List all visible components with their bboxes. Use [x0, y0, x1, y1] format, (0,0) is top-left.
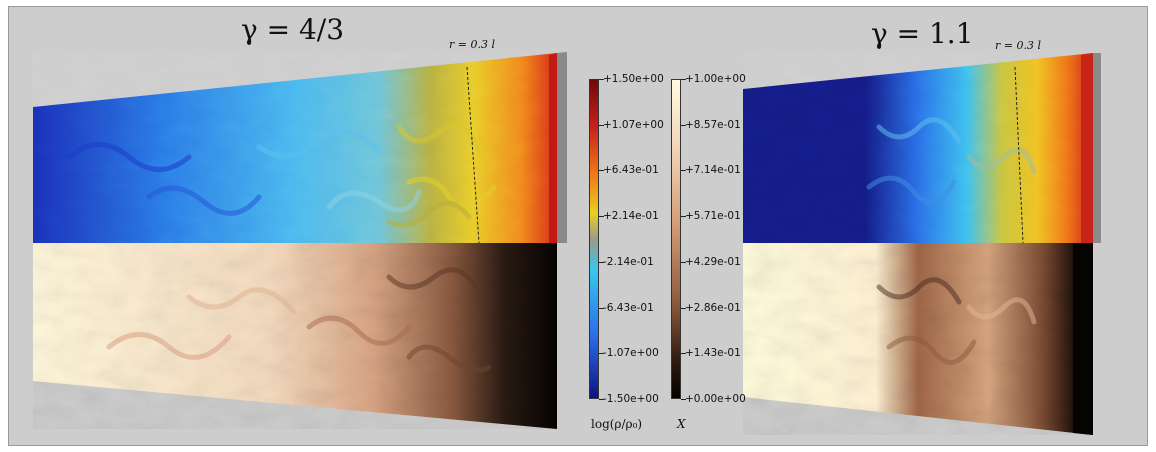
colorbar-tick-label: +1.50e+00 [603, 73, 664, 85]
right-mixture-map [743, 243, 1093, 435]
colorbar-tick [599, 124, 604, 126]
colorbar-tick-label: +1.07e+00 [603, 118, 664, 131]
colorbar-tick-label: -2.14e-01 [603, 255, 654, 268]
colorbar-tick [599, 353, 604, 355]
colorbar-tick-label: +8.57e-01 [685, 118, 741, 131]
colorbar-tick [681, 307, 686, 309]
colorbar-tick [599, 79, 604, 80]
colorbar-tick [599, 261, 604, 263]
density-colorbar-caption: log(ρ/ρ₀) [591, 417, 643, 431]
colorbar-tick-label: +4.29e-01 [685, 255, 741, 268]
colorbar-tick-label: -1.50e+00 [603, 393, 659, 405]
colorbar-tick [681, 399, 686, 400]
colorbar-tick-label: +6.43e-01 [603, 164, 659, 177]
right-panel-title: γ = 1.1 [871, 17, 974, 50]
colorbar-tick [599, 170, 604, 172]
fraction-colorbar [671, 79, 681, 399]
density-colorbar [589, 79, 599, 399]
left-radius-marker: r = 0.3 l [449, 38, 495, 51]
colorbar-tick-label: +0.00e+00 [685, 393, 746, 405]
colorbar-tick [681, 261, 686, 263]
right-density-map [743, 53, 1101, 244]
left-density-map [33, 52, 567, 244]
figure: γ = 4/3 γ = 1.1 r = 0.3 l r = 0.3 l +1.5… [8, 6, 1148, 446]
colorbar-tick-label: +1.43e-01 [685, 347, 741, 360]
colorbar-tick [681, 124, 686, 126]
left-panel-title: γ = 4/3 [241, 13, 345, 46]
colorbar-tick-label: -1.07e+00 [603, 347, 659, 360]
colorbar-tick-label: -6.43e-01 [603, 301, 654, 314]
colorbar-tick [681, 79, 686, 80]
colorbar-tick-label: +7.14e-01 [685, 164, 741, 177]
colorbar-tick-label: +2.86e-01 [685, 301, 741, 314]
colorbar-tick [599, 307, 604, 309]
fraction-colorbar-caption: X [677, 417, 686, 431]
colorbar-tick [599, 216, 604, 218]
colorbar-tick [599, 399, 604, 400]
colorbar-tick [681, 216, 686, 218]
fraction-colorbar-fill [671, 79, 681, 399]
colorbar-tick [681, 353, 686, 355]
colorbar-tick-label: +5.71e-01 [685, 210, 741, 223]
simulation-maps [33, 52, 1101, 435]
left-mixture-map [33, 243, 557, 429]
colorbar-tick-label: +2.14e-01 [603, 210, 659, 223]
density-colorbar-fill [589, 79, 599, 399]
right-radius-marker: r = 0.3 l [995, 39, 1041, 52]
colorbar-tick [681, 170, 686, 172]
colorbar-tick-label: +1.00e+00 [685, 73, 746, 85]
